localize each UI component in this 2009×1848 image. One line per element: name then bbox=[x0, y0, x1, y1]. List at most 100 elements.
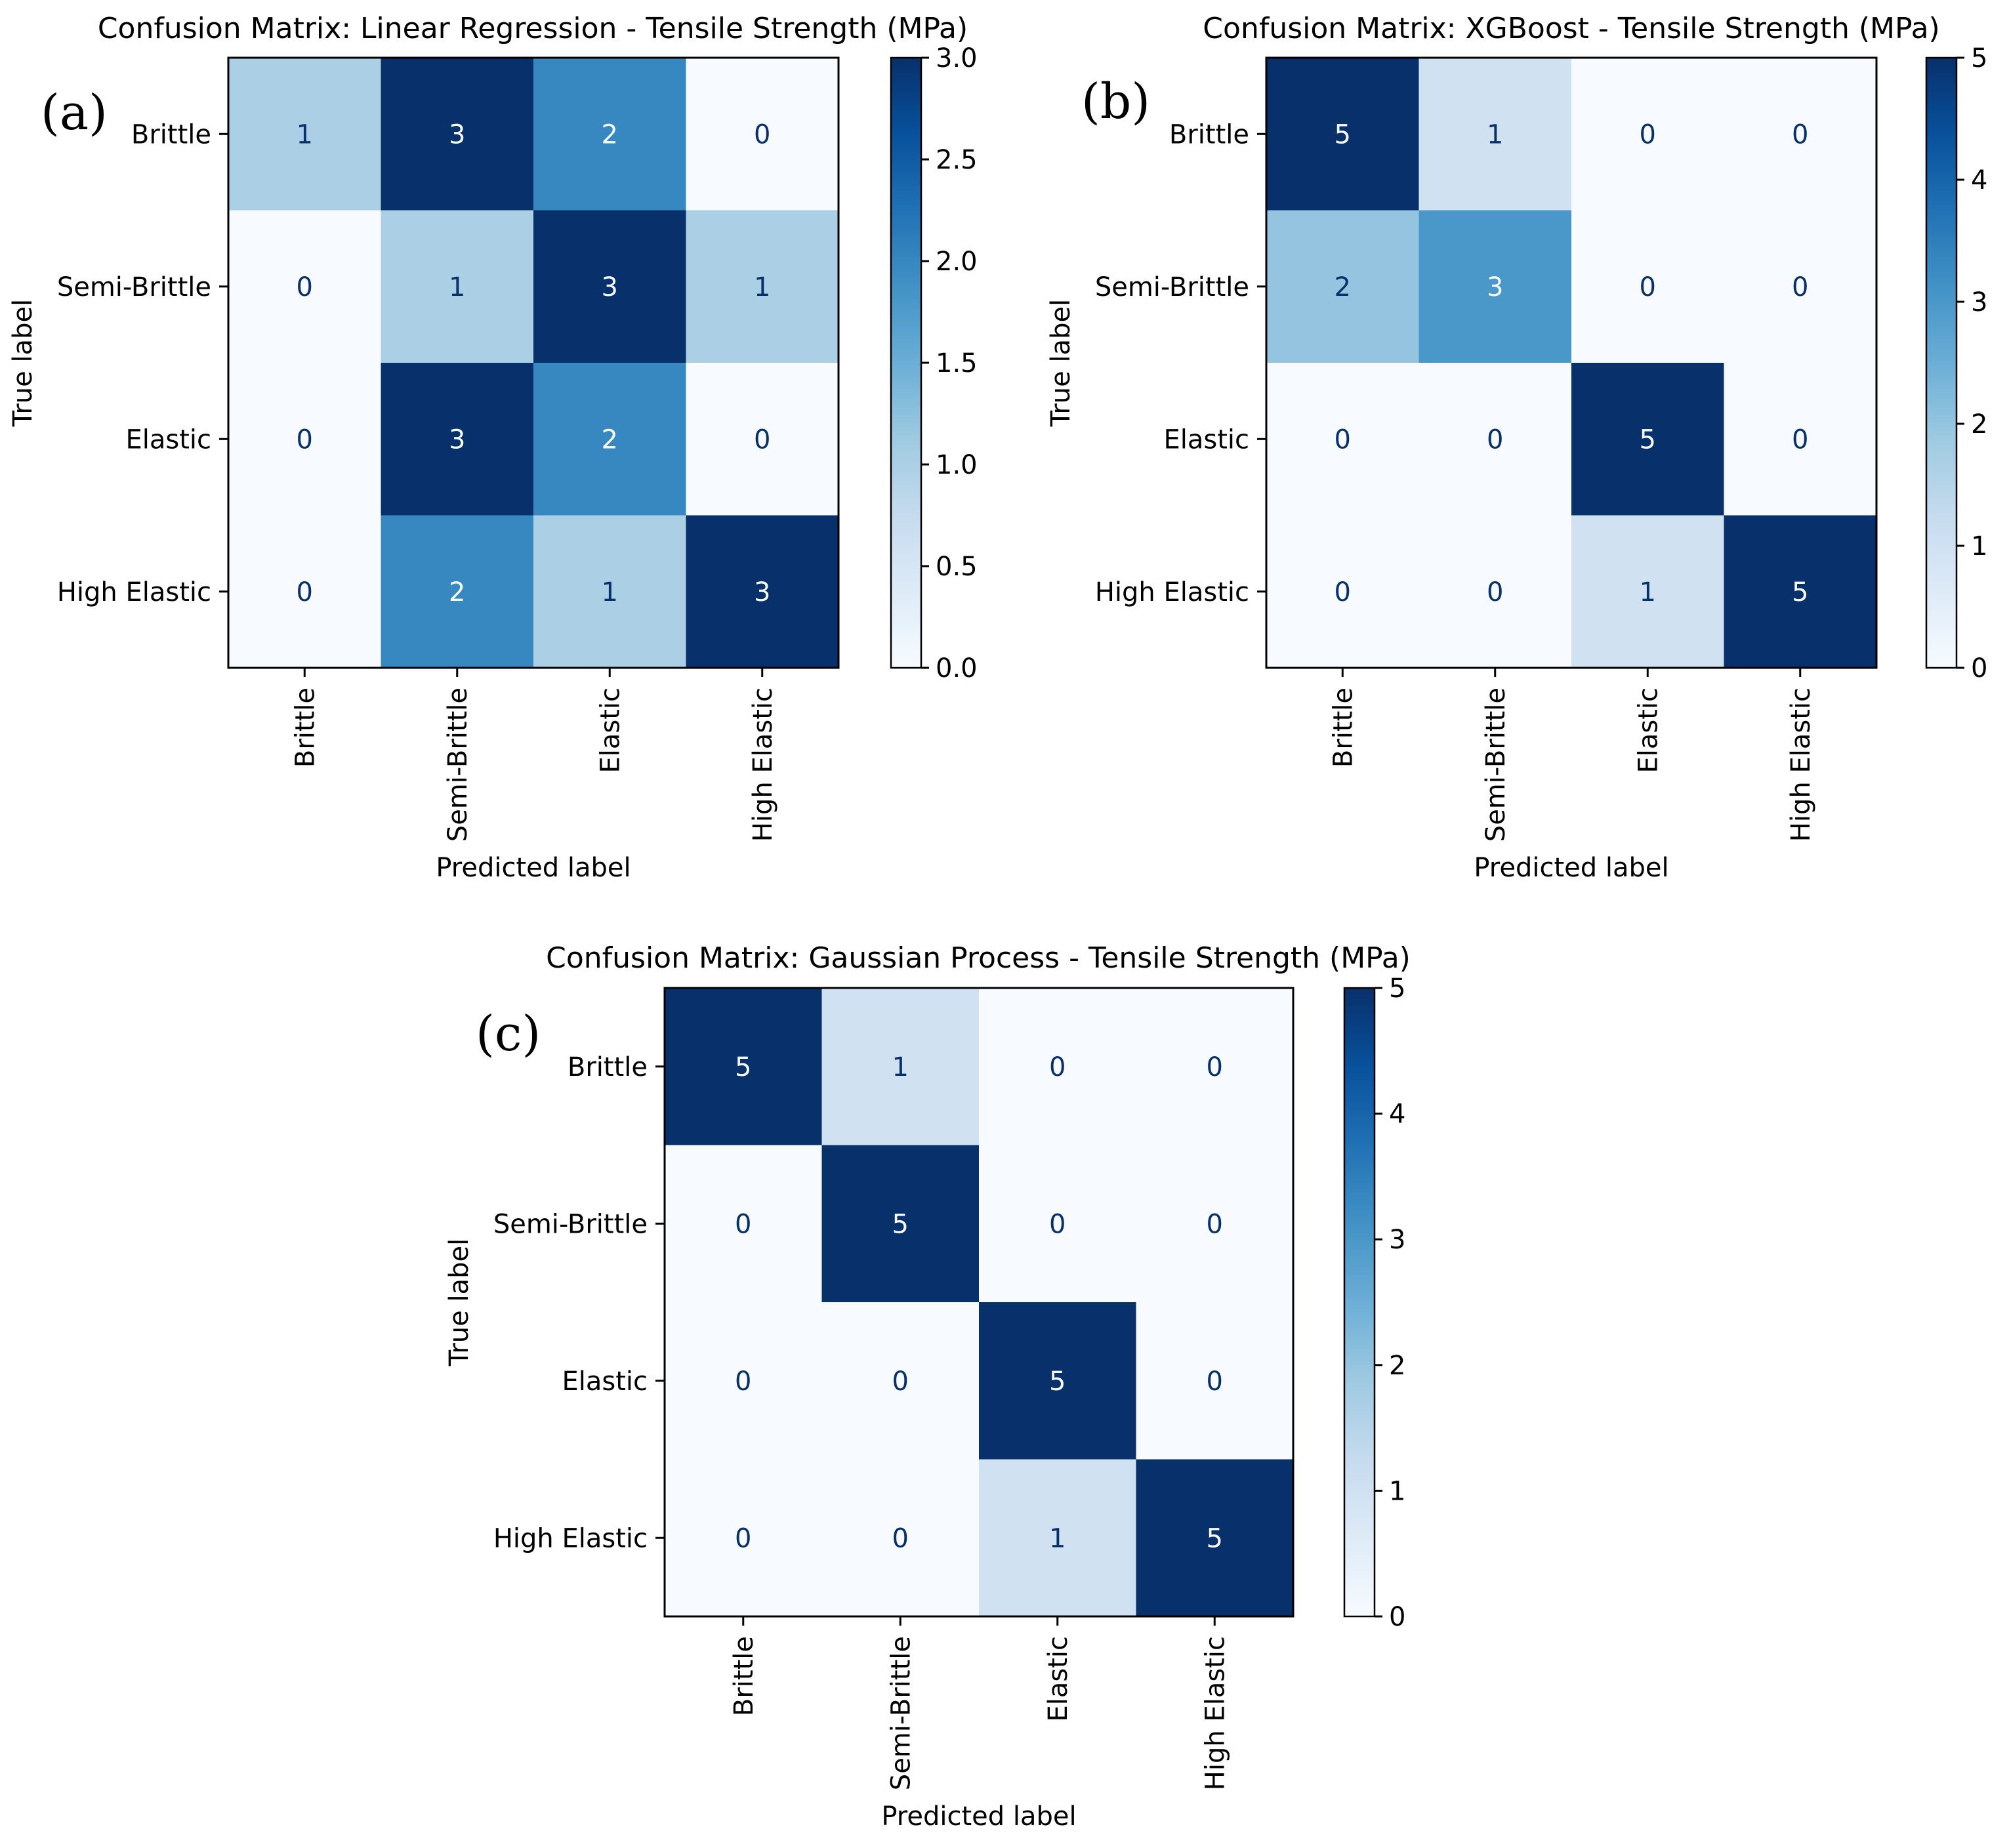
cell-value-label: 0 bbox=[892, 1366, 909, 1397]
colorbar bbox=[1925, 56, 1958, 669]
colorbar-tick-label: 1.5 bbox=[936, 348, 978, 379]
matrix-cell bbox=[1724, 363, 1877, 516]
cell-value-label: 5 bbox=[1640, 424, 1656, 455]
cell-value-label: 5 bbox=[735, 1052, 751, 1082]
matrix-cell bbox=[228, 58, 382, 211]
matrix-cell bbox=[1571, 515, 1725, 668]
colorbar-tick-label: 3 bbox=[1971, 287, 1987, 318]
matrix-cell bbox=[1419, 210, 1572, 363]
cell-value-label: 0 bbox=[297, 424, 313, 455]
cell-value-label: 0 bbox=[892, 1523, 909, 1553]
x-tick-label: Brittle bbox=[1328, 688, 1358, 768]
matrix-cell bbox=[665, 988, 823, 1146]
cell-value-label: 0 bbox=[1207, 1052, 1223, 1082]
matrix-cell bbox=[381, 58, 534, 211]
matrix-cell bbox=[1724, 58, 1877, 211]
cell-value-label: 3 bbox=[602, 272, 618, 302]
x-tick-label: Semi-Brittle bbox=[443, 688, 473, 842]
cell-value-label: 1 bbox=[602, 577, 618, 607]
matrix-cell bbox=[381, 515, 534, 668]
colorbar-tick-label: 2 bbox=[1389, 1351, 1405, 1381]
x-tick-label: Semi-Brittle bbox=[1481, 688, 1511, 842]
matrix-cell bbox=[533, 210, 687, 363]
cell-value-label: 3 bbox=[1487, 272, 1503, 302]
matrix-cell bbox=[1136, 988, 1294, 1146]
confusion-matrix-panel-a: Confusion Matrix: Linear Regression - Te… bbox=[8, 12, 978, 883]
cell-value-label: 5 bbox=[892, 1209, 909, 1239]
cell-value-label: 0 bbox=[1640, 272, 1656, 302]
x-axis-label: Predicted label bbox=[436, 853, 631, 883]
colorbar-tick-label: 1 bbox=[1971, 531, 1987, 562]
cell-value-label: 1 bbox=[1640, 577, 1656, 607]
matrix-cell bbox=[665, 1459, 823, 1617]
matrix-cell bbox=[979, 988, 1137, 1146]
cell-value-label: 0 bbox=[1207, 1366, 1223, 1397]
cell-value-label: 2 bbox=[602, 424, 618, 455]
colorbar-tick-label: 5 bbox=[1389, 974, 1405, 1004]
cell-value-label: 1 bbox=[297, 119, 313, 150]
colorbar bbox=[1343, 987, 1376, 1618]
matrix-cell bbox=[1724, 210, 1877, 363]
matrix-cell bbox=[228, 515, 382, 668]
cell-value-label: 0 bbox=[754, 119, 770, 150]
matrix-cell bbox=[979, 1302, 1137, 1460]
matrix-cell bbox=[665, 1145, 823, 1303]
cell-value-label: 0 bbox=[735, 1209, 751, 1239]
matrix-cell bbox=[665, 1302, 823, 1460]
y-tick-label: Brittle bbox=[568, 1052, 648, 1082]
colorbar-tick-label: 4 bbox=[1389, 1099, 1405, 1130]
colorbar-tick-label: 0.0 bbox=[936, 653, 978, 684]
cell-value-label: 1 bbox=[892, 1052, 909, 1082]
matrix-cell bbox=[1571, 363, 1725, 516]
cell-value-label: 3 bbox=[754, 577, 770, 607]
cell-value-label: 2 bbox=[1335, 272, 1351, 302]
x-tick-label: Semi-Brittle bbox=[886, 1636, 916, 1790]
cell-value-label: 0 bbox=[754, 424, 770, 455]
chart-title: Confusion Matrix: Gaussian Process - Ten… bbox=[546, 941, 1411, 975]
x-tick-label: Elastic bbox=[1043, 1636, 1073, 1722]
cell-value-label: 0 bbox=[735, 1366, 751, 1397]
x-tick-label: Elastic bbox=[1633, 688, 1663, 773]
matrix-cell bbox=[686, 210, 839, 363]
x-tick-label: High Elastic bbox=[1200, 1636, 1230, 1790]
y-tick-label: Elastic bbox=[125, 424, 211, 455]
y-tick-label: Semi-Brittle bbox=[493, 1209, 648, 1239]
colorbar-tick-label: 2.5 bbox=[936, 145, 978, 175]
matrix-cell bbox=[381, 363, 534, 516]
chart-title: Confusion Matrix: XGBoost - Tensile Stre… bbox=[1203, 12, 1939, 45]
matrix-cell bbox=[979, 1459, 1137, 1617]
colorbar-tick-label: 3 bbox=[1389, 1225, 1405, 1255]
x-tick-label: Elastic bbox=[595, 688, 625, 773]
panel-label: (c) bbox=[476, 1006, 541, 1062]
matrix-cell bbox=[1136, 1459, 1294, 1617]
colorbar-tick-label: 0 bbox=[1971, 653, 1987, 684]
cell-value-label: 0 bbox=[1640, 119, 1656, 150]
matrix-cell bbox=[1266, 210, 1420, 363]
cell-value-label: 3 bbox=[449, 424, 465, 455]
cell-value-label: 0 bbox=[1335, 424, 1351, 455]
matrix-cell bbox=[1724, 515, 1877, 668]
matrix-cell bbox=[228, 363, 382, 516]
matrix-cell bbox=[1136, 1302, 1294, 1460]
colorbar-tick-label: 1.0 bbox=[936, 450, 978, 480]
matrix-cell bbox=[1266, 363, 1420, 516]
colorbar-tick-label: 1 bbox=[1389, 1476, 1405, 1506]
x-tick-label: Brittle bbox=[290, 688, 320, 768]
y-tick-label: Brittle bbox=[131, 119, 211, 150]
matrix-cell bbox=[1571, 210, 1725, 363]
matrix-frame bbox=[227, 56, 840, 669]
y-tick-label: Semi-Brittle bbox=[1095, 272, 1249, 302]
colorbar-tick-label: 2 bbox=[1971, 409, 1987, 440]
panel-label: (a) bbox=[41, 85, 108, 141]
matrix-cell bbox=[533, 58, 687, 211]
chart-title: Confusion Matrix: Linear Regression - Te… bbox=[98, 12, 968, 45]
cell-value-label: 0 bbox=[1207, 1209, 1223, 1239]
matrix-cell bbox=[1136, 1145, 1294, 1303]
cell-value-label: 5 bbox=[1335, 119, 1351, 150]
cell-value-label: 0 bbox=[1487, 424, 1503, 455]
matrix-cell bbox=[1266, 58, 1420, 211]
cell-value-label: 0 bbox=[297, 577, 313, 607]
y-tick-label: High Elastic bbox=[493, 1523, 648, 1553]
cell-value-label: 0 bbox=[1049, 1052, 1066, 1082]
cell-value-label: 0 bbox=[297, 272, 313, 302]
